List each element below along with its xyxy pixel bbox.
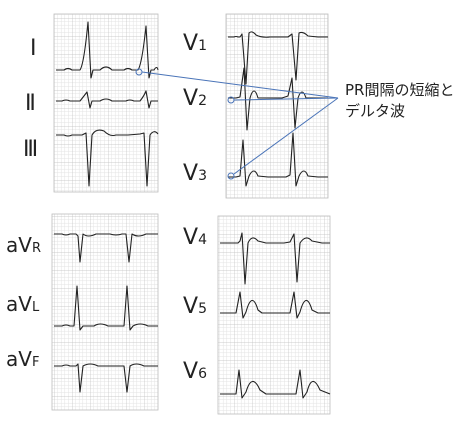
trace-lead-ii (56, 90, 158, 109)
trace-lead-v5 (220, 291, 330, 319)
trace-lead-avf (54, 363, 158, 393)
lead-label-avl-sub: L (32, 300, 40, 315)
lead-label-v2: V2 (183, 86, 207, 111)
lead-label-v1-main: V (183, 31, 198, 56)
trace-lead-v6 (220, 369, 331, 399)
grid-panel-precordial-upper (225, 13, 329, 199)
lead-label-v1: V1 (183, 31, 207, 56)
lead-label-avf: aVF (6, 347, 39, 371)
trace-lead-v3 (228, 132, 328, 187)
trace-lead-i (56, 21, 159, 79)
trace-lead-v1 (228, 31, 328, 85)
grid-panel-limb-lower (51, 213, 159, 411)
lead-label-v2-sub: 2 (198, 93, 207, 109)
lead-label-v5-main: V (183, 294, 198, 319)
pointer-line-lead-i (141, 71, 339, 99)
lead-label-v6: V6 (183, 359, 207, 384)
trace-lead-iii (56, 129, 159, 187)
lead-label-v6-main: V (183, 359, 198, 384)
lead-label-avf-sub: F (32, 355, 39, 370)
grid-panel-precordial-lower (217, 215, 331, 415)
delta-wave-marker-v3 (227, 172, 235, 180)
lead-label-v4-sub: 4 (198, 232, 207, 248)
lead-label-avl: aVL (6, 292, 40, 316)
lead-label-avr-main: aV (6, 233, 32, 257)
trace-lead-v4 (220, 232, 330, 285)
lead-label-v5: V5 (183, 294, 207, 319)
lead-label-v3-sub: 3 (198, 168, 207, 184)
lead-label-avl-main: aV (6, 292, 32, 316)
pointer-line-v2 (233, 97, 339, 101)
annotation-line-2: デルタ波 (345, 102, 405, 120)
lead-label-v1-sub: 1 (198, 38, 207, 54)
trace-lead-avl (54, 285, 158, 331)
lead-label-v5-sub: 5 (198, 301, 207, 317)
trace-lead-avr (54, 233, 158, 263)
lead-label-avr-sub: R (32, 241, 41, 256)
lead-label-i: Ⅰ (30, 36, 37, 61)
lead-label-v2-main: V (183, 86, 198, 111)
lead-label-iii: Ⅲ (23, 137, 38, 162)
lead-label-v6-sub: 6 (198, 366, 207, 382)
grid-panel-limb-upper (53, 13, 159, 193)
pointer-line-v3 (233, 97, 339, 175)
lead-label-v3: V3 (183, 161, 207, 186)
lead-label-ii: Ⅱ (25, 91, 36, 116)
lead-label-avr: aVR (6, 233, 41, 257)
lead-label-avf-main: aV (6, 347, 32, 371)
annotation-line-1: PR間隔の短縮と (345, 81, 454, 99)
lead-label-v3-main: V (183, 161, 198, 186)
lead-label-v4-main: V (183, 225, 198, 250)
lead-label-v4: V4 (183, 225, 207, 250)
